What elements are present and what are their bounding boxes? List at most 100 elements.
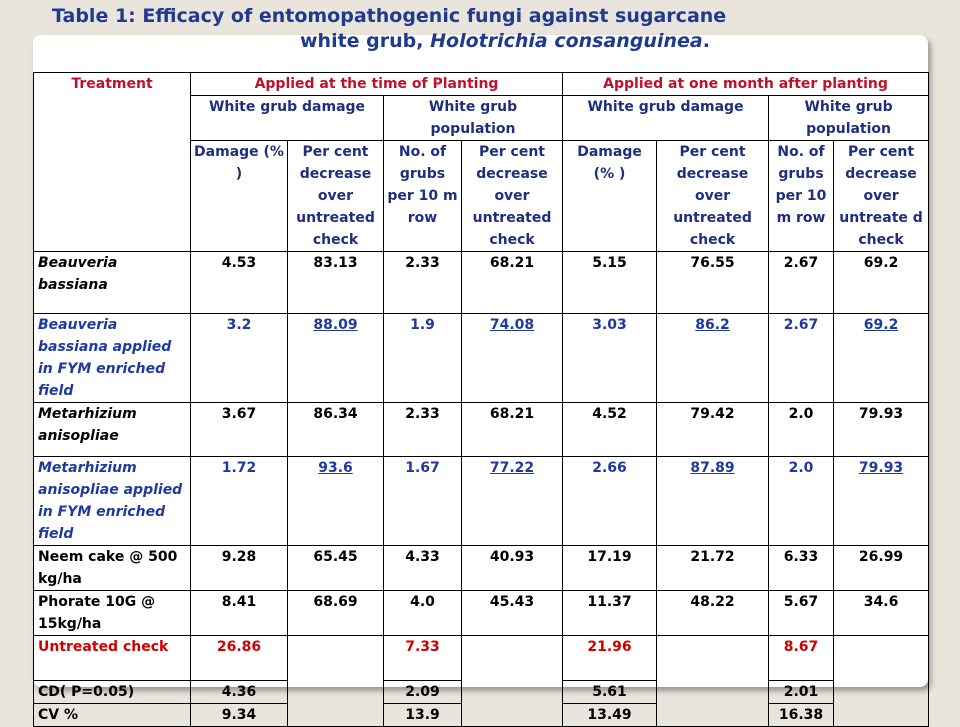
table-cell: White grub population — [768, 95, 930, 141]
table-cell: 93.6 — [287, 456, 384, 546]
table-cell: 68.69 — [287, 590, 384, 636]
efficacy-table: Treatment Applied at the time of Planting… — [33, 72, 930, 727]
table-cell: 69.2 — [833, 251, 930, 314]
table-cell — [656, 635, 770, 727]
table-cell: White grub damage — [190, 95, 384, 141]
table-cell: No. of grubs per 10 m row — [768, 140, 835, 252]
table-row: White grub damage White grub population Wh… — [34, 95, 930, 141]
table-cell: 13.49 — [562, 703, 658, 727]
table-cell: Damage (% ) — [562, 140, 658, 252]
table-cell: 88.09 — [287, 313, 384, 403]
table-cell: 17.19 — [562, 545, 658, 591]
table-cell: CV % — [33, 703, 191, 727]
table-cell: 83.13 — [287, 251, 384, 314]
table-cell: 26.99 — [833, 545, 930, 591]
table-cell: Per cent decrease over untreate d check — [833, 140, 930, 252]
title-line: Table 1: Efficacy of entomopathogenic fu… — [52, 5, 727, 27]
table-cell: 2.01 — [768, 680, 835, 704]
table-cell: 48.22 — [656, 590, 770, 636]
table-cell: Metarhizium anisopliae — [33, 402, 191, 457]
table-cell: 2.33 — [383, 402, 462, 457]
table-cell: 2.09 — [383, 680, 462, 704]
table-cell: 76.55 — [656, 251, 770, 314]
table-cell — [833, 635, 930, 727]
table-cell: 9.34 — [190, 703, 288, 727]
table-cell: 65.45 — [287, 545, 384, 591]
table-cell: 77.22 — [460, 456, 564, 546]
table-cell: Applied at one month after planting — [562, 72, 930, 96]
table-cell: Per cent decrease over untreated check — [656, 140, 770, 252]
table-cell: 74.08 — [460, 313, 564, 403]
title-species: Holotrichia consanguinea — [430, 30, 703, 52]
table-cell: 1.72 — [190, 456, 288, 546]
table-cell: 16.38 — [768, 703, 835, 727]
table-row: Neem cake @ 500 kg/ha 9.28 65.45 4.33 40.93 1… — [33, 545, 930, 591]
table-cell: 7.33 — [383, 635, 462, 681]
table-cell: 2.66 — [562, 456, 658, 546]
table-cell — [460, 635, 564, 727]
table-cell: Phorate 10G @ 15kg/ha — [33, 590, 191, 636]
table-cell: 8.41 — [190, 590, 288, 636]
table-cell: Treatment — [33, 72, 191, 252]
table-cell: No. of grubs per 10 m row — [383, 140, 462, 252]
table-cell: CD( P=0.05) — [33, 680, 191, 704]
table-cell: Untreated check — [33, 635, 191, 681]
table-cell: 2.0 — [768, 456, 835, 546]
table-row: Beauveria bassiana applied in FYM enrich… — [33, 313, 930, 403]
table-cell: 4.52 — [562, 402, 658, 457]
table-row: Metarhizium anisopliae 3.67 86.34 2.33 68.21… — [33, 402, 930, 457]
table-cell: 79.93 — [833, 456, 930, 546]
table-cell: 87.89 — [656, 456, 770, 546]
table-row: Untreated check 26.86 7.33 21.96 8.67 — [33, 635, 930, 727]
table-cell — [287, 635, 384, 727]
table-cell: 79.93 — [833, 402, 930, 457]
table-cell: Per cent decrease over untreated check — [460, 140, 564, 252]
table-cell: 4.36 — [190, 680, 288, 704]
table-cell: Applied at the time of Planting — [189, 72, 564, 96]
table-cell: 45.43 — [460, 590, 564, 636]
table-cell: 11.37 — [562, 590, 658, 636]
table-cell: 26.86 — [190, 635, 288, 681]
table-cell: 4.0 — [383, 590, 462, 636]
table-cell: 21.96 — [562, 635, 658, 681]
table-cell: White grub population — [382, 95, 564, 141]
title-text: . — [702, 30, 710, 52]
table-cell: White grub damage — [562, 95, 770, 141]
table-cell: 68.21 — [460, 402, 564, 457]
table-cell: 2.0 — [768, 402, 835, 457]
table-cell: 9.28 — [190, 545, 288, 591]
table-cell: 3.67 — [190, 402, 288, 457]
table-cell: Per cent decrease over untreated check — [287, 140, 384, 252]
table-row: CD( P=0.05) 4.36 2.09 5.61 2.01 — [33, 680, 929, 704]
table-cell: 68.21 — [460, 251, 564, 314]
table-cell: 5.61 — [562, 680, 658, 704]
table-cell: 69.2 — [833, 313, 930, 403]
table-cell: 40.93 — [460, 545, 564, 591]
table-row: Beauveria bassiana 4.53 83.13 2.33 68.21 5.15… — [33, 251, 930, 314]
table-cell: 21.72 — [656, 545, 770, 591]
table-cell: 2.33 — [383, 251, 462, 314]
table-cell: 1.9 — [383, 313, 462, 403]
table-cell: 4.33 — [383, 545, 462, 591]
slide-title: Table 1: Efficacy of entomopathogenic fu… — [52, 4, 726, 54]
table-cell: 2.67 — [768, 251, 835, 314]
table-row: Phorate 10G @ 15kg/ha 8.41 68.69 4.0 45.43 11… — [33, 590, 930, 636]
table-row: Damage (% ) Per cent decrease over untrea… — [34, 140, 930, 252]
table-cell: Metarhizium anisopliae applied in FYM en… — [33, 456, 191, 546]
title-text: white grub, — [300, 30, 431, 52]
table-cell: Beauveria bassiana — [33, 251, 191, 314]
table-cell: 8.67 — [768, 635, 835, 681]
table-cell: 5.15 — [562, 251, 658, 314]
table-cell: 79.42 — [656, 402, 770, 457]
table-cell: 13.9 — [383, 703, 462, 727]
table-cell: Beauveria bassiana applied in FYM enrich… — [33, 313, 191, 403]
table-cell: 6.33 — [768, 545, 835, 591]
title-line: white grub, Holotrichia consanguinea. — [52, 29, 726, 54]
table-cell: 34.6 — [833, 590, 930, 636]
table-cell: Neem cake @ 500 kg/ha — [33, 545, 191, 591]
table-cell: 86.34 — [287, 402, 384, 457]
table-cell: 86.2 — [656, 313, 770, 403]
table-cell: Damage (% ) — [190, 140, 288, 252]
table-cell: 3.2 — [190, 313, 288, 403]
